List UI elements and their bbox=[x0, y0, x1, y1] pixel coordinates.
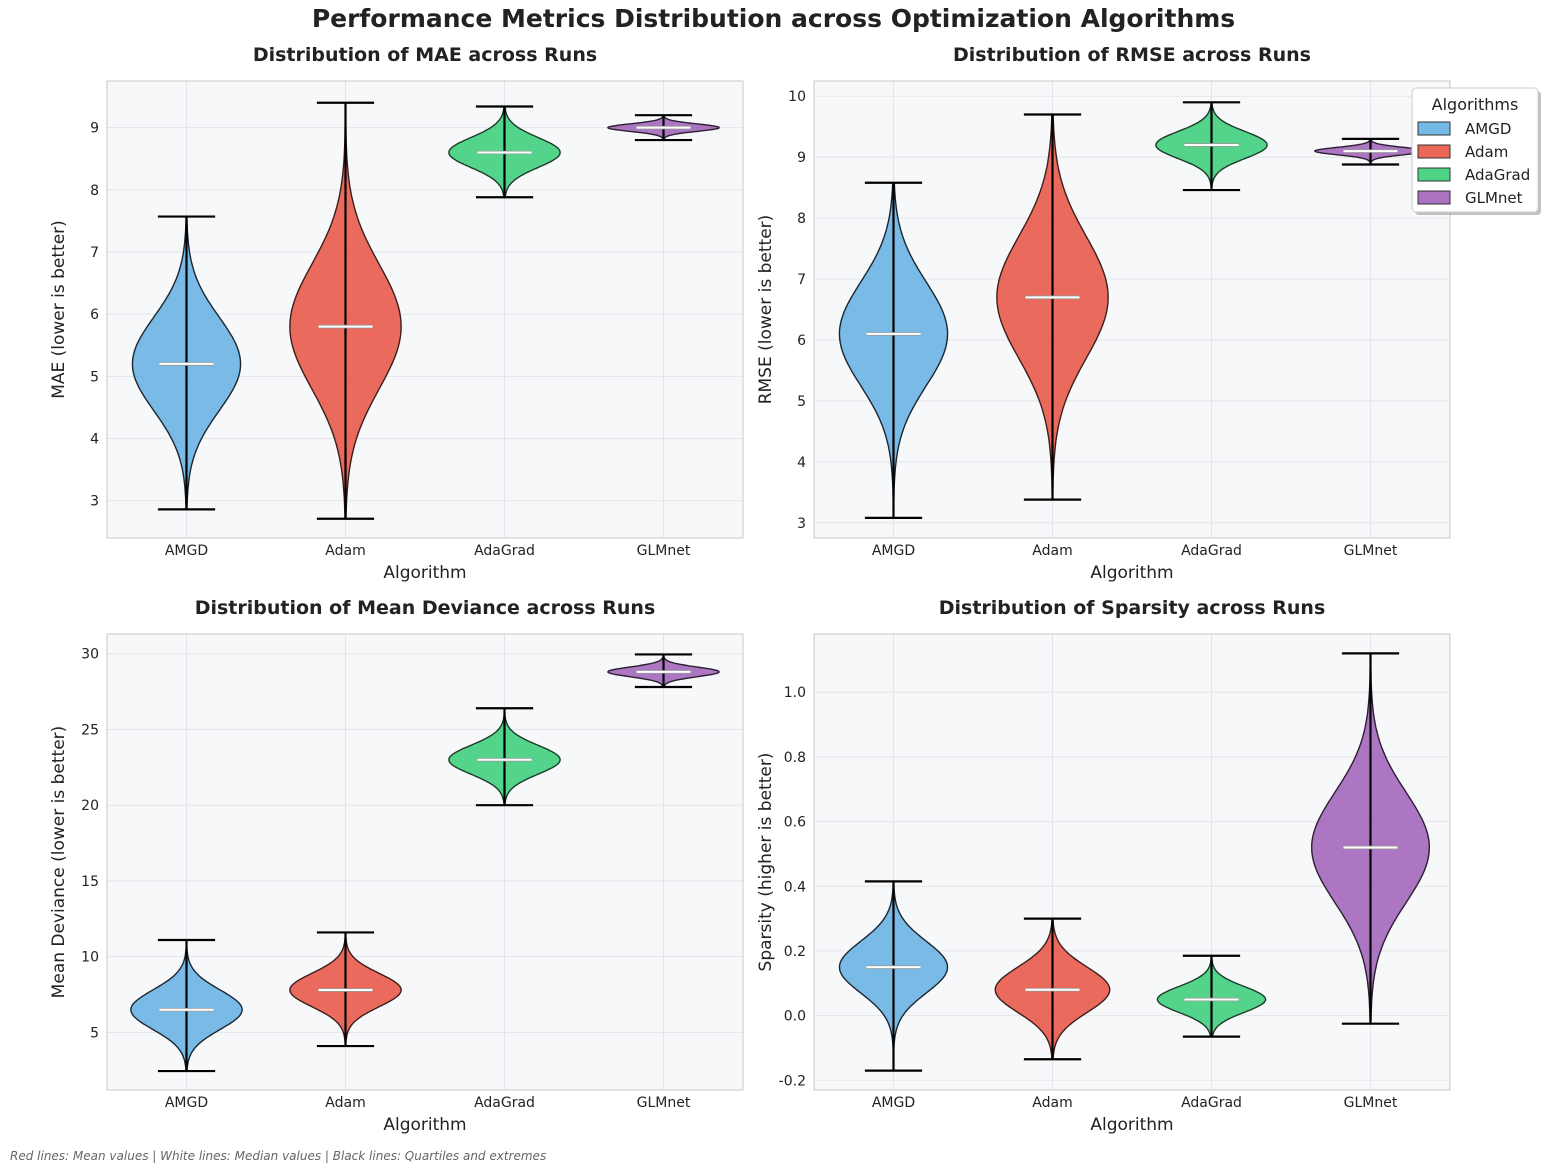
x-tick-label: AMGD bbox=[165, 1095, 208, 1111]
y-tick-label: 1.0 bbox=[784, 685, 806, 701]
chart-panel-1: 3 4 5 6 7 8 9 AMGD Adam AdaGrad GLMnet Distribution… bbox=[49, 44, 744, 583]
x-tick-label: AdaGrad bbox=[474, 1095, 535, 1111]
x-tick-label: AMGD bbox=[872, 543, 915, 559]
violin-glmnet bbox=[1310, 652, 1431, 1025]
legend-label: AdaGrad bbox=[1465, 166, 1530, 184]
x-axis-label: Algorithm bbox=[383, 1115, 466, 1135]
plot-frame bbox=[106, 633, 744, 1091]
plot-frame bbox=[813, 80, 1451, 539]
y-tick-label: 8 bbox=[797, 211, 806, 227]
x-tick-label: AdaGrad bbox=[1181, 1095, 1242, 1111]
violin-glmnet bbox=[607, 114, 720, 142]
y-tick-label: 8 bbox=[90, 183, 99, 199]
x-tick-label: AdaGrad bbox=[474, 543, 535, 559]
y-tick-label: 9 bbox=[90, 121, 99, 137]
y-axis-label: Sparsity (higher is better) bbox=[756, 753, 776, 972]
chart-panel-4: -0.2 0.0 0.2 0.4 0.6 0.8 1.0 AMGD Adam AdaGrad GLM… bbox=[756, 597, 1451, 1135]
violin-adam bbox=[994, 917, 1111, 1061]
y-axis-label: Mean Deviance (lower is better) bbox=[49, 726, 69, 999]
violin-adagrad bbox=[448, 707, 561, 807]
figure-title: Performance Metrics Distribution across … bbox=[311, 4, 1236, 33]
legend-swatch-adagrad bbox=[1417, 167, 1451, 182]
y-tick-label: 5 bbox=[90, 1025, 99, 1041]
violin-adam bbox=[289, 101, 402, 520]
x-tick-label: GLMnet bbox=[637, 543, 691, 559]
y-tick-label: 6 bbox=[797, 333, 806, 349]
x-tick-label: Adam bbox=[1032, 1095, 1072, 1111]
panel-title: Distribution of MAE across Runs bbox=[253, 44, 597, 66]
y-tick-label: 5 bbox=[90, 369, 99, 385]
y-tick-label: -0.2 bbox=[779, 1073, 806, 1089]
panel-title: Distribution of Sparsity across Runs bbox=[939, 597, 1326, 619]
x-axis-label: Algorithm bbox=[1090, 563, 1173, 583]
y-tick-label: 0.6 bbox=[784, 815, 806, 831]
legend-swatch-glmnet bbox=[1417, 190, 1451, 205]
violin-glmnet bbox=[607, 653, 720, 689]
figure-footnote: Red lines: Mean values | White lines: Me… bbox=[10, 1149, 547, 1163]
y-tick-label: 4 bbox=[797, 455, 806, 471]
y-tick-label: 30 bbox=[81, 647, 99, 663]
y-tick-label: 3 bbox=[90, 494, 99, 510]
y-tick-label: 7 bbox=[797, 272, 806, 288]
violin-amgd bbox=[130, 938, 243, 1073]
violin-amgd bbox=[838, 181, 949, 519]
y-tick-label: 6 bbox=[90, 307, 99, 323]
panel-title: Distribution of Mean Deviance across Run… bbox=[195, 597, 656, 619]
violin-adam bbox=[289, 931, 402, 1048]
legend-title: Algorithms bbox=[1432, 95, 1519, 114]
y-axis-label: MAE (lower is better) bbox=[49, 220, 69, 399]
x-axis-label: Algorithm bbox=[383, 563, 466, 583]
y-tick-label: 7 bbox=[90, 245, 99, 261]
x-tick-label: Adam bbox=[325, 1095, 365, 1111]
y-tick-label: 15 bbox=[81, 874, 99, 890]
x-tick-label: AMGD bbox=[872, 1095, 915, 1111]
x-tick-label: Adam bbox=[1032, 543, 1072, 559]
panel-title: Distribution of RMSE across Runs bbox=[953, 44, 1311, 66]
y-tick-label: 5 bbox=[797, 394, 806, 410]
y-tick-label: 20 bbox=[81, 798, 99, 814]
x-tick-label: AdaGrad bbox=[1181, 543, 1242, 559]
x-axis-label: Algorithm bbox=[1090, 1115, 1173, 1135]
plot-frame bbox=[813, 633, 1451, 1091]
y-tick-label: 0.8 bbox=[784, 750, 806, 766]
y-tick-label: 4 bbox=[90, 432, 99, 448]
legend-label: AMGD bbox=[1465, 120, 1511, 138]
legend: Algorithms AMGD Adam AdaGrad GLMnet bbox=[1411, 87, 1541, 215]
violin-amgd bbox=[838, 880, 949, 1072]
violin-adagrad bbox=[1156, 954, 1267, 1038]
chart-panel-3: 5 10 15 20 25 30 AMGD Adam AdaGrad GLMnet Distribu… bbox=[49, 597, 744, 1135]
y-tick-label: 9 bbox=[797, 150, 806, 166]
violin-adagrad bbox=[1155, 101, 1268, 192]
legend-label: GLMnet bbox=[1465, 189, 1523, 207]
chart-panel-2: 3 4 5 6 7 8 9 10 AMGD Adam AdaGrad GLMnet Distributi… bbox=[756, 44, 1451, 583]
x-tick-label: GLMnet bbox=[1344, 543, 1398, 559]
plot-frame bbox=[106, 80, 744, 539]
legend-swatch-amgd bbox=[1417, 121, 1451, 136]
y-tick-label: 10 bbox=[81, 950, 99, 966]
violin-adagrad bbox=[448, 105, 561, 199]
y-tick-label: 0.4 bbox=[784, 879, 806, 895]
x-tick-label: Adam bbox=[325, 543, 365, 559]
violin-glmnet bbox=[1314, 137, 1427, 166]
legend-label: Adam bbox=[1465, 143, 1508, 161]
x-tick-label: GLMnet bbox=[637, 1095, 691, 1111]
y-tick-label: 0.2 bbox=[784, 944, 806, 960]
y-tick-label: 10 bbox=[788, 89, 806, 105]
x-tick-label: GLMnet bbox=[1344, 1095, 1398, 1111]
x-tick-label: AMGD bbox=[165, 543, 208, 559]
violin-amgd bbox=[131, 215, 242, 511]
y-tick-label: 25 bbox=[81, 722, 99, 738]
y-tick-label: 3 bbox=[797, 516, 806, 532]
y-axis-label: RMSE (lower is better) bbox=[756, 215, 776, 405]
legend-swatch-adam bbox=[1417, 144, 1451, 159]
y-tick-label: 0.0 bbox=[784, 1009, 806, 1025]
violin-adam bbox=[996, 113, 1109, 501]
